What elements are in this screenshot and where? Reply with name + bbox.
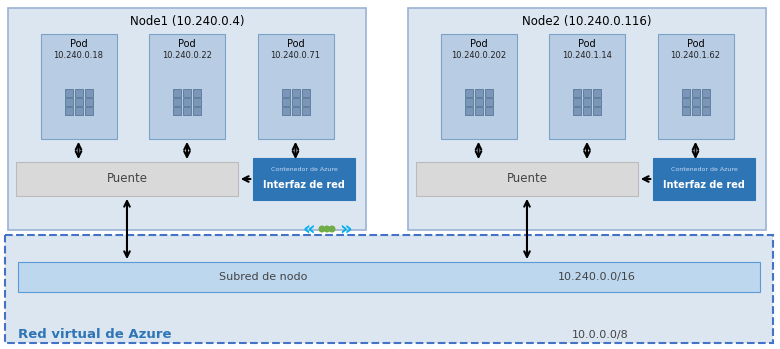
Bar (65, 89, 73, 97)
Bar (484, 89, 492, 97)
Bar (593, 89, 601, 97)
Bar (682, 107, 690, 115)
Text: 10.0.0.0/8: 10.0.0.0/8 (572, 330, 629, 340)
Text: Pod: Pod (178, 39, 196, 49)
Bar (173, 89, 181, 97)
Bar (84, 107, 93, 115)
Text: Interfaz de red: Interfaz de red (663, 180, 745, 190)
Bar (573, 89, 581, 97)
Bar (173, 107, 181, 115)
Text: Subred de nodo: Subred de nodo (218, 272, 307, 282)
Text: Contenedor de Azure: Contenedor de Azure (671, 167, 738, 172)
Bar (573, 107, 581, 115)
Bar (408, 8, 766, 230)
Bar (65, 107, 73, 115)
Text: 10.240.1.62: 10.240.1.62 (671, 52, 721, 60)
Text: Node1 (10.240.0.4): Node1 (10.240.0.4) (129, 15, 244, 29)
Bar (593, 98, 601, 106)
Bar (8, 8, 366, 230)
Text: 10.240.1.14: 10.240.1.14 (562, 52, 612, 60)
Bar (18, 262, 760, 292)
Text: Interfaz de red: Interfaz de red (264, 180, 346, 190)
Bar (183, 98, 191, 106)
Circle shape (328, 225, 335, 232)
Circle shape (324, 225, 331, 232)
Bar (302, 89, 310, 97)
Text: 10.240.0.71: 10.240.0.71 (271, 52, 321, 60)
Text: Pod: Pod (287, 39, 304, 49)
Bar (692, 107, 700, 115)
Bar (149, 34, 225, 139)
Bar (173, 98, 181, 106)
Bar (302, 98, 310, 106)
Bar (583, 107, 591, 115)
Bar (701, 107, 710, 115)
Bar (282, 98, 289, 106)
Bar (75, 89, 83, 97)
Bar (292, 89, 300, 97)
Bar (16, 162, 238, 196)
Bar (484, 98, 492, 106)
Bar (84, 89, 93, 97)
Text: 10.240.0.0/16: 10.240.0.0/16 (558, 272, 636, 282)
Bar (75, 107, 83, 115)
Bar (593, 107, 601, 115)
Text: «: « (303, 220, 315, 238)
Bar (282, 107, 289, 115)
Bar (583, 89, 591, 97)
Bar (193, 107, 201, 115)
Bar (41, 34, 116, 139)
Circle shape (318, 225, 325, 232)
Bar (474, 107, 483, 115)
Bar (658, 34, 733, 139)
Bar (573, 98, 581, 106)
Text: 10.240.0.202: 10.240.0.202 (451, 52, 506, 60)
Bar (416, 162, 638, 196)
Bar (692, 89, 700, 97)
Bar (653, 158, 755, 200)
Text: Pod: Pod (69, 39, 87, 49)
Text: Red virtual de Azure: Red virtual de Azure (18, 328, 172, 342)
Bar (465, 107, 473, 115)
Bar (84, 98, 93, 106)
Bar (701, 98, 710, 106)
Bar (183, 107, 191, 115)
Text: Pod: Pod (470, 39, 488, 49)
Bar (193, 89, 201, 97)
Text: Contenedor de Azure: Contenedor de Azure (271, 167, 338, 172)
Text: Pod: Pod (578, 39, 596, 49)
Bar (692, 98, 700, 106)
Text: Puente: Puente (107, 172, 147, 186)
Text: 10.240.0.18: 10.240.0.18 (54, 52, 104, 60)
Text: »: » (339, 220, 351, 238)
Bar (583, 98, 591, 106)
Bar (474, 89, 483, 97)
Bar (549, 34, 625, 139)
Bar (282, 89, 289, 97)
Bar (474, 98, 483, 106)
Text: Node2 (10.240.0.116): Node2 (10.240.0.116) (523, 15, 652, 29)
Bar (682, 89, 690, 97)
Bar (292, 98, 300, 106)
Bar (441, 34, 516, 139)
Bar (75, 98, 83, 106)
Bar (484, 107, 492, 115)
Bar (465, 98, 473, 106)
Bar (65, 98, 73, 106)
Bar (701, 89, 710, 97)
Text: Pod: Pod (686, 39, 704, 49)
Bar (183, 89, 191, 97)
Bar (5, 235, 773, 343)
Bar (682, 98, 690, 106)
Bar (257, 34, 334, 139)
Text: 10.240.0.22: 10.240.0.22 (162, 52, 212, 60)
Bar (302, 107, 310, 115)
Bar (254, 158, 355, 200)
Bar (292, 107, 300, 115)
Bar (193, 98, 201, 106)
Text: Puente: Puente (506, 172, 548, 186)
Bar (465, 89, 473, 97)
